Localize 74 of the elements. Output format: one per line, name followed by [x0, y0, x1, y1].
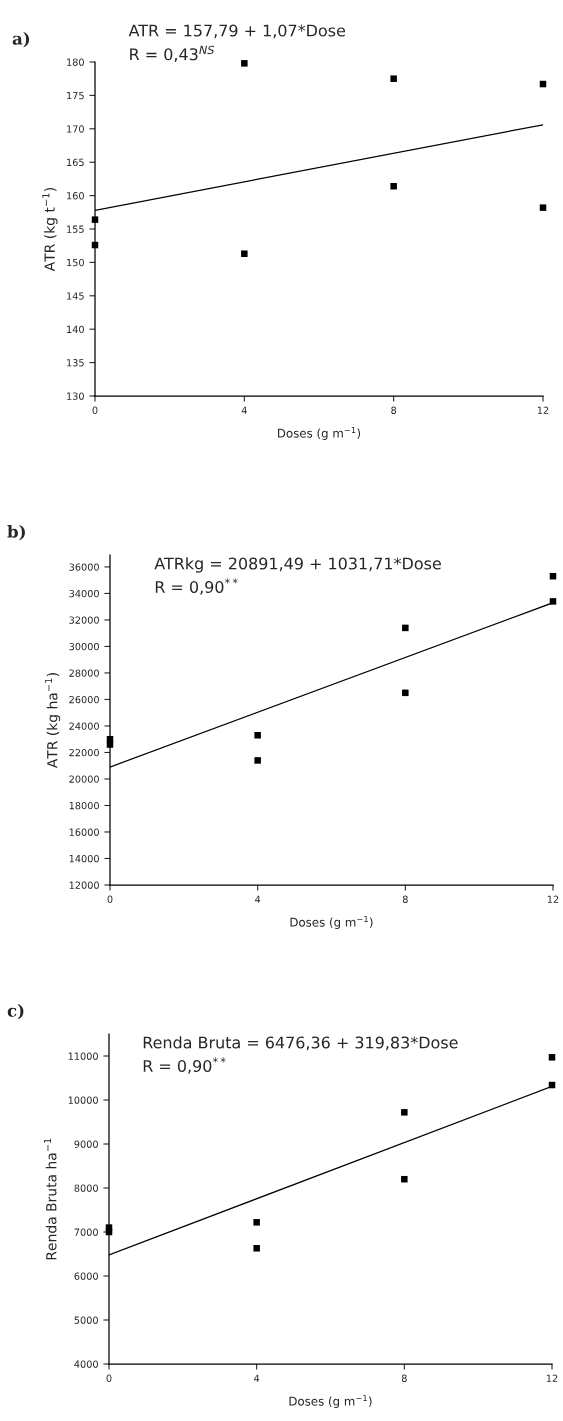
chart-title: a): [12, 31, 30, 48]
point: [402, 624, 409, 632]
point: [539, 204, 547, 211]
y-tick-label: 11000: [68, 1052, 98, 1060]
x-tick-label: 12: [547, 895, 559, 903]
point: [401, 1109, 408, 1116]
y-tick-label: 28000: [69, 669, 99, 677]
point: [253, 1245, 260, 1252]
y-tick-label: 10000: [68, 1096, 98, 1104]
x-tick-label: 0: [106, 1374, 112, 1382]
y-axis-title: Renda Bruta ha$^{−1}$: [43, 1138, 57, 1260]
y-tick-label: 155: [67, 225, 84, 233]
text: ATR = 157,79 + 1,07*Dose: [128, 24, 346, 39]
x-tick-label: 12: [546, 1374, 558, 1382]
y-tick-label: 130: [67, 392, 84, 400]
y-tick-label: 14000: [69, 854, 99, 863]
point: [390, 182, 397, 190]
y-tick-label: 5000: [74, 1316, 98, 1324]
y-tick-label: 6000: [74, 1272, 98, 1280]
text: R = 0,43$^{NS}$: [130, 45, 215, 62]
annotation: Renda Bruta = 6476,36 + 319,83*Dose: [143, 1036, 458, 1051]
x-tick-label: 0: [92, 406, 98, 414]
annotation: R = 0,90$^{**}$: [143, 1057, 226, 1074]
y-tick-label: 24000: [69, 722, 99, 730]
x-tick-label: 4: [255, 895, 261, 903]
y-tick-label: 135: [67, 359, 84, 367]
y-tick-label: 8000: [74, 1184, 98, 1192]
y-tick-label: 165: [67, 158, 84, 167]
y-tick-label: 34000: [69, 589, 99, 598]
y-tick-label: 30000: [69, 642, 99, 651]
x-tick-label: 4: [241, 406, 247, 414]
point: [254, 757, 261, 764]
y-tick-label: 175: [67, 92, 84, 100]
point: [241, 250, 248, 257]
x-axis-title: Doses (g m$^{−1}$): [290, 915, 373, 929]
y-tick-label: 22000: [69, 748, 99, 757]
y-tick-label: 160: [67, 192, 84, 200]
x-tick-label: 12: [537, 406, 549, 414]
point: [253, 1219, 260, 1226]
chart-title: b): [7, 524, 25, 541]
x-axis-title: Doses (g m$^{−1}$): [289, 1394, 372, 1408]
point: [549, 598, 557, 605]
annotation: R = 0,90$^{**}$: [155, 578, 238, 595]
point: [254, 731, 261, 739]
y-tick-label: 4000: [74, 1360, 98, 1368]
y-tick-label: 18000: [69, 801, 99, 810]
y-tick-label: 26000: [69, 695, 99, 704]
y-tick-label: 7000: [74, 1228, 98, 1236]
y-tick-label: 12000: [69, 881, 99, 889]
x-tick-label: 4: [254, 1374, 260, 1382]
y-tick-label: 140: [67, 325, 84, 334]
x-tick-label: 8: [401, 1374, 407, 1382]
point: [401, 1175, 408, 1183]
point: [390, 75, 397, 82]
x-axis-title: Doses (g m$^{−1}$): [278, 426, 361, 440]
x-tick-label: 8: [402, 895, 408, 903]
y-tick-label: 20000: [69, 775, 99, 783]
annotation: ATRkg = 20891,49 + 1031,71*Dose: [154, 557, 441, 573]
y-axis-title: ATR (kg t$^{−1}$): [42, 188, 58, 272]
point: [548, 1054, 556, 1061]
y-tick-label: 9000: [74, 1140, 98, 1148]
y-tick-label: 180: [67, 58, 84, 66]
x-tick-label: 8: [391, 406, 397, 414]
point: [402, 689, 409, 697]
chart-title: c): [7, 1003, 24, 1020]
y-tick-label: 16000: [69, 828, 99, 836]
y-tick-label: 32000: [69, 616, 99, 624]
y-tick-label: 36000: [69, 563, 99, 571]
y-tick-label: 150: [67, 258, 84, 267]
y-tick-label: 145: [67, 292, 84, 300]
x-tick-label: 0: [107, 895, 113, 903]
y-tick-label: 170: [67, 125, 84, 133]
y-axis-title: ATR (kg ha$^{−1}$): [44, 673, 61, 769]
point: [241, 60, 248, 67]
